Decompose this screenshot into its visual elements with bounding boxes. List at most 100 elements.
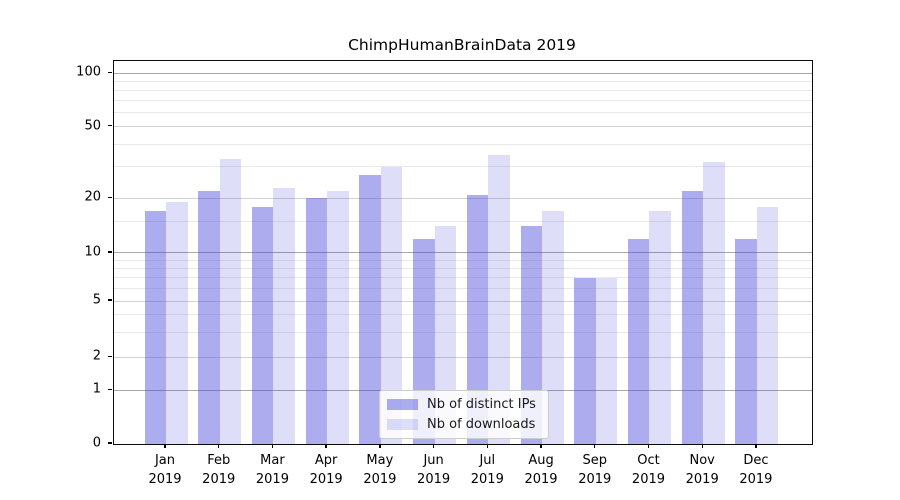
legend-label-downloads: Nb of downloads — [427, 417, 536, 432]
y-tick-100 — [108, 71, 112, 73]
legend-label-distinct-ips: Nb of distinct IPs — [427, 397, 536, 412]
x-tick-jan — [164, 444, 166, 448]
year-label: 2019 — [739, 472, 773, 487]
bar-dec-distinct-ips — [735, 238, 757, 444]
month-label: Jan — [154, 453, 176, 468]
bar-apr-downloads — [327, 190, 349, 444]
bar-jul-downloads — [488, 154, 510, 444]
month-label: May — [366, 453, 394, 468]
x-tick-label-dec: Dec 2019 — [739, 451, 772, 489]
bar-jan-downloads — [166, 202, 188, 444]
legend: Nb of distinct IPs Nb of downloads — [379, 390, 549, 439]
bar-nov-downloads — [703, 161, 725, 444]
year-label: 2019 — [417, 472, 451, 487]
y-tick-label-1: 1 — [92, 381, 101, 397]
x-tick-apr — [325, 444, 327, 448]
month-label: Nov — [689, 453, 715, 468]
y-tick-20 — [108, 196, 112, 199]
year-label: 2019 — [685, 472, 719, 487]
bar-oct-downloads — [649, 211, 671, 444]
bar-dec-downloads — [756, 206, 779, 444]
x-tick-jul — [486, 444, 488, 448]
x-tick-dec — [755, 444, 757, 448]
chart-title: ChimpHumanBrainData 2019 — [348, 36, 576, 54]
gridline-y-40 — [114, 143, 812, 145]
y-tick-1 — [108, 388, 112, 390]
x-tick-jun — [432, 444, 435, 448]
gridline-y-100 — [114, 72, 812, 74]
x-tick-mar — [271, 444, 274, 448]
x-tick-label-feb: Feb 2019 — [202, 451, 235, 489]
month-label: Jul — [479, 453, 496, 468]
legend-swatch-distinct-ips — [387, 399, 418, 410]
y-tick-5 — [108, 299, 112, 301]
month-label: Dec — [743, 453, 769, 468]
y-tick-10 — [108, 251, 112, 253]
y-tick-label-2: 2 — [92, 348, 101, 364]
bar-jan-distinct-ips — [144, 211, 166, 444]
month-label: Oct — [637, 453, 660, 468]
year-label: 2019 — [631, 472, 666, 487]
bar-aug-distinct-ips — [520, 226, 543, 444]
gridline-y-60 — [114, 112, 812, 114]
year-label: 2019 — [148, 472, 182, 487]
y-tick-2 — [108, 355, 112, 357]
y-tick-label-10: 10 — [84, 244, 101, 260]
bar-may-distinct-ips — [359, 174, 381, 444]
x-tick-label-oct: Oct 2019 — [632, 451, 665, 489]
gridline-y-15 — [114, 220, 812, 222]
legend-swatch-downloads — [387, 419, 418, 430]
gridline-y-10 — [114, 252, 812, 254]
gridline-y-3 — [114, 331, 812, 333]
x-tick-feb — [218, 444, 220, 448]
x-tick-label-nov: Nov 2019 — [686, 451, 719, 489]
y-tick-label-20: 20 — [84, 189, 101, 205]
month-label: Jun — [423, 453, 444, 468]
bar-mar-downloads — [273, 187, 295, 444]
gridline-y-50 — [114, 126, 812, 128]
month-label: Apr — [314, 453, 338, 468]
gridline-y-7 — [114, 277, 812, 279]
year-label: 2019 — [202, 472, 236, 487]
gridline-y-6 — [114, 287, 812, 289]
gridline-y-80 — [114, 90, 812, 91]
month-label: Mar — [260, 453, 285, 468]
y-tick-label-0: 0 — [92, 435, 101, 451]
bar-sep-downloads — [595, 277, 618, 444]
y-tick-0 — [108, 442, 112, 444]
x-tick-sep — [594, 444, 596, 448]
x-tick-label-mar: Mar 2019 — [256, 451, 289, 489]
plot-area: Nb of distinct IPs Nb of downloads — [113, 60, 813, 445]
year-label: 2019 — [309, 472, 343, 487]
month-label: Aug — [528, 453, 554, 468]
bar-jul-distinct-ips — [466, 194, 489, 444]
bar-jun-downloads — [434, 226, 457, 444]
y-tick-label-5: 5 — [92, 292, 101, 308]
bar-aug-downloads — [542, 211, 564, 444]
month-label: Feb — [207, 453, 231, 468]
x-tick-label-apr: Apr 2019 — [310, 451, 343, 489]
gridline-y-2 — [114, 356, 812, 358]
x-tick-label-jun: Jun 2019 — [417, 451, 450, 489]
gridline-y-90 — [114, 80, 812, 82]
month-label: Sep — [582, 453, 607, 468]
gridline-y-4 — [114, 314, 812, 316]
x-tick-may — [379, 444, 381, 448]
legend-item-downloads: Nb of downloads — [387, 417, 539, 432]
bar-apr-distinct-ips — [305, 198, 328, 444]
bar-may-downloads — [380, 166, 403, 444]
y-tick-label-100: 100 — [76, 64, 101, 80]
bar-oct-distinct-ips — [627, 238, 650, 444]
x-tick-label-may: May 2019 — [363, 451, 396, 489]
year-label: 2019 — [578, 472, 612, 487]
gridline-y-9 — [114, 259, 812, 261]
year-label: 2019 — [524, 472, 558, 487]
year-label: 2019 — [363, 472, 397, 487]
gridline-y-8 — [114, 267, 812, 269]
legend-item-distinct-ips: Nb of distinct IPs — [387, 397, 539, 412]
x-tick-label-sep: Sep 2019 — [578, 451, 611, 489]
bar-sep-distinct-ips — [574, 277, 596, 444]
gridline-y-5 — [114, 300, 812, 302]
year-label: 2019 — [255, 472, 289, 487]
